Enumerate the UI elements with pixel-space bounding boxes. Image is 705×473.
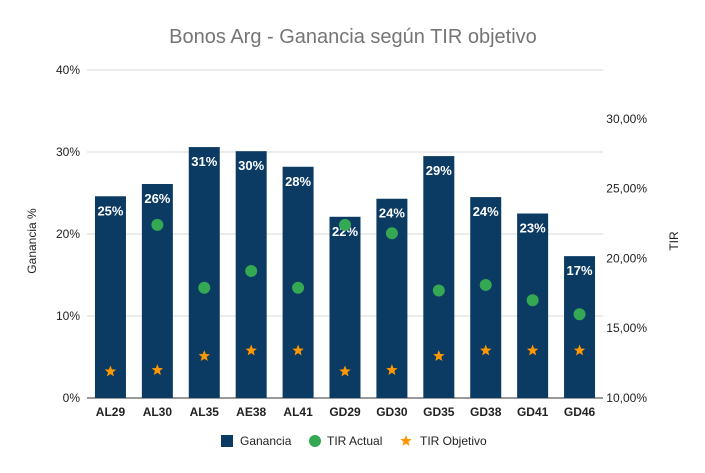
bar-data-label: 24%: [379, 206, 405, 221]
legend-label-tir-objetivo: TIR Objetivo: [420, 434, 487, 448]
bar: [188, 147, 220, 398]
tir-objetivo-star: [292, 344, 304, 356]
tir-objetivo-series: [104, 344, 586, 377]
bar-data-label: 28%: [285, 174, 311, 189]
bar-data-label: 30%: [238, 158, 264, 173]
y2-tick-label: 15,00%: [606, 321, 647, 335]
category-label: AE38: [236, 405, 266, 419]
tir-objetivo-star: [245, 344, 257, 356]
category-labels: AL29 AL30 AL35 AE38 AL41 GD29 GD30 GD35 GD38 GD41…: [96, 405, 596, 419]
category-label: AL30: [143, 405, 173, 419]
tir-objetivo-star: [433, 350, 445, 361]
category-label: GD41: [517, 405, 549, 419]
y2-tick-label: 30,00%: [606, 112, 647, 126]
chart-title: Bonos Arg - Ganancia según TIR objetivo: [169, 26, 537, 48]
legend-swatch-tir-actual: [309, 435, 321, 447]
bar-data-label: 26%: [144, 191, 170, 206]
bar: [94, 196, 126, 398]
tir-actual-series: [151, 218, 586, 321]
tir-actual-point: [573, 308, 586, 321]
tir-actual-point: [198, 281, 211, 294]
tir-objetivo-star: [480, 344, 492, 356]
tir-actual-point: [526, 294, 539, 307]
category-label: GD46: [564, 405, 596, 419]
y2-tick-label: 20,00%: [606, 251, 647, 265]
legend-label-tir-actual: TIR Actual: [327, 434, 382, 448]
bar: [470, 197, 502, 398]
tir-actual-point: [479, 278, 492, 291]
y-tick-label: 30%: [56, 145, 80, 159]
tir-objetivo-star: [198, 350, 210, 361]
legend-label-ganancia: Ganancia: [240, 434, 292, 448]
bar-data-label: 24%: [473, 204, 499, 219]
bar-data-label: 29%: [426, 163, 452, 178]
legend-swatch-tir-objetivo: [400, 435, 412, 446]
tir-objetivo-star: [573, 344, 586, 356]
right-axis-ticks: 10,00% 15,00% 20,00% 25,00% 30,00%: [606, 112, 647, 405]
tir-actual-point: [432, 284, 445, 297]
y-tick-label: 40%: [56, 63, 80, 77]
bar-series: [94, 147, 596, 398]
category-label: GD30: [376, 405, 408, 419]
tir-actual-point: [292, 281, 305, 294]
legend-swatch-ganancia: [221, 435, 233, 447]
y-tick-label: 10%: [56, 309, 80, 323]
bar-data-label: 17%: [567, 263, 593, 278]
tir-objetivo-star: [104, 365, 117, 377]
tir-actual-point: [151, 218, 164, 231]
y2-axis-title: TIR: [667, 231, 681, 251]
category-label: AL29: [96, 405, 126, 419]
legend: Ganancia TIR Actual TIR Objetivo: [221, 434, 487, 448]
y-axis-title: Ganancia %: [25, 208, 39, 274]
bar-data-label: 31%: [191, 154, 217, 169]
bar: [423, 156, 455, 398]
category-label: GD29: [329, 405, 361, 419]
tir-actual-point: [339, 218, 351, 231]
bar-data-labels: 25% 26% 31% 30% 28% 22% 24% 29% 24% 23% 17%: [97, 154, 593, 278]
y2-tick-label: 10,00%: [606, 391, 647, 405]
y2-tick-label: 25,00%: [606, 182, 647, 196]
y-tick-label: 20%: [56, 227, 80, 241]
left-axis-ticks: 0% 10% 20% 30% 40%: [56, 63, 80, 405]
bar-data-label: 22%: [332, 224, 358, 239]
tir-actual-point: [245, 264, 258, 277]
category-label: GD35: [423, 405, 455, 419]
bar: [564, 256, 596, 398]
tir-objetivo-star: [526, 344, 539, 356]
category-label: GD38: [470, 405, 502, 419]
tir-objetivo-star: [339, 365, 351, 377]
bar-data-label: 25%: [97, 203, 123, 218]
category-label: AL35: [190, 405, 220, 419]
y-tick-label: 0%: [63, 391, 81, 405]
tir-objetivo-star: [151, 364, 164, 375]
bar-data-label: 23%: [520, 221, 546, 236]
tir-actual-point: [385, 227, 398, 240]
category-label: AL41: [283, 405, 313, 419]
tir-objetivo-star: [386, 364, 398, 375]
